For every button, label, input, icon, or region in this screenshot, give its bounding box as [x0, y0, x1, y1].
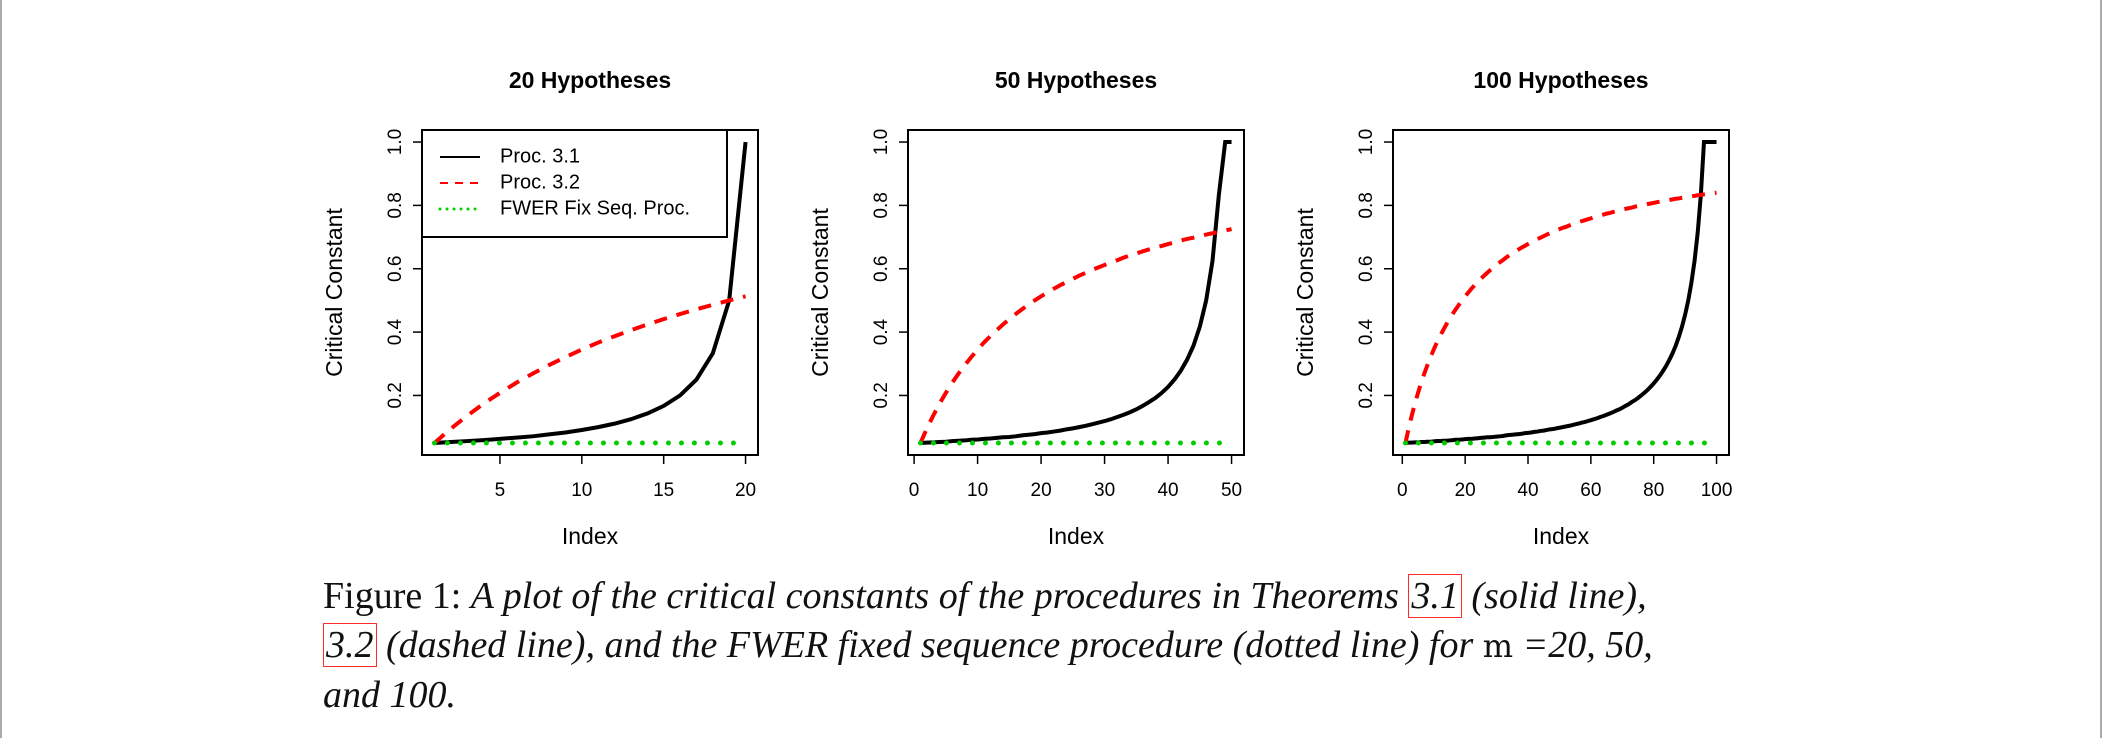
y-tick-label: 0.4: [385, 318, 406, 345]
legend-label: FWER Fix Seq. Proc.: [500, 197, 690, 219]
chart-title: 100 Hypotheses: [1473, 67, 1648, 93]
x-tick-label: 20: [1031, 480, 1052, 501]
series-line: [1403, 190, 1717, 444]
caption-text: (dashed line), and the FWER fixed sequen…: [386, 624, 1474, 666]
y-tick-label: 0.8: [385, 192, 406, 218]
x-tick-label: 10: [571, 480, 592, 501]
y-tick-label: 1.0: [1356, 129, 1377, 155]
x-tick-label: 20: [735, 480, 756, 501]
x-tick-label: 15: [653, 480, 674, 501]
caption-text: (solid line),: [1471, 575, 1647, 617]
x-tick-label: 30: [1094, 480, 1115, 501]
y-axis-label: Critical Constant: [807, 208, 833, 377]
x-tick-label: 80: [1643, 480, 1664, 501]
x-axis-label: Index: [562, 523, 619, 549]
y-tick-label: 1.0: [385, 129, 406, 155]
x-tick-label: 40: [1517, 480, 1538, 501]
legend-label: Proc. 3.2: [500, 171, 580, 193]
y-tick-label: 0.2: [1356, 382, 1377, 408]
chart-title: 20 Hypotheses: [509, 67, 671, 93]
series-line: [1405, 140, 1717, 445]
x-tick-label: 40: [1157, 480, 1178, 501]
y-tick-label: 0.8: [1356, 192, 1377, 218]
y-tick-label: 0.4: [1356, 318, 1377, 345]
y-tick-label: 1.0: [871, 129, 892, 155]
figure-caption: Figure 1: A plot of the critical constan…: [323, 572, 1783, 720]
y-tick-label: 0.8: [871, 192, 892, 218]
x-tick-label: 10: [967, 480, 988, 501]
x-tick-label: 60: [1580, 480, 1601, 501]
y-tick-label: 0.4: [871, 318, 892, 345]
reference-link[interactable]: 3.2: [323, 623, 377, 667]
series-line: [433, 294, 747, 445]
x-tick-label: 100: [1701, 480, 1733, 501]
reference-link[interactable]: 3.1: [1408, 574, 1462, 618]
math-symbol: m: [1482, 627, 1514, 665]
plot-frame: [1392, 129, 1730, 456]
x-axis-label: Index: [1533, 523, 1590, 549]
caption-text: and 100.: [323, 674, 456, 716]
caption-label: Figure 1:: [323, 575, 462, 617]
y-tick-label: 0.6: [385, 256, 406, 282]
caption-text: A plot of the critical constants of the …: [470, 575, 1399, 617]
plot-frame: [907, 129, 1245, 456]
y-tick-label: 0.6: [1356, 256, 1377, 282]
chart-title: 50 Hypotheses: [995, 67, 1157, 93]
y-tick-label: 0.2: [871, 382, 892, 408]
y-axis-label: Critical Constant: [321, 208, 347, 377]
caption-text: =20, 50,: [1522, 624, 1653, 666]
y-tick-label: 0.2: [385, 382, 406, 408]
x-tick-label: 50: [1221, 480, 1242, 501]
series-line: [918, 227, 1232, 444]
series-line: [920, 140, 1232, 445]
series-line: [434, 141, 748, 445]
x-tick-label: 0: [1397, 480, 1408, 501]
x-tick-label: 20: [1455, 480, 1476, 501]
x-tick-label: 0: [909, 480, 920, 501]
x-axis-label: Index: [1048, 523, 1105, 549]
y-axis-label: Critical Constant: [1292, 208, 1318, 377]
legend-label: Proc. 3.1: [500, 145, 580, 167]
y-tick-label: 0.6: [871, 256, 892, 282]
x-tick-label: 5: [495, 480, 506, 501]
